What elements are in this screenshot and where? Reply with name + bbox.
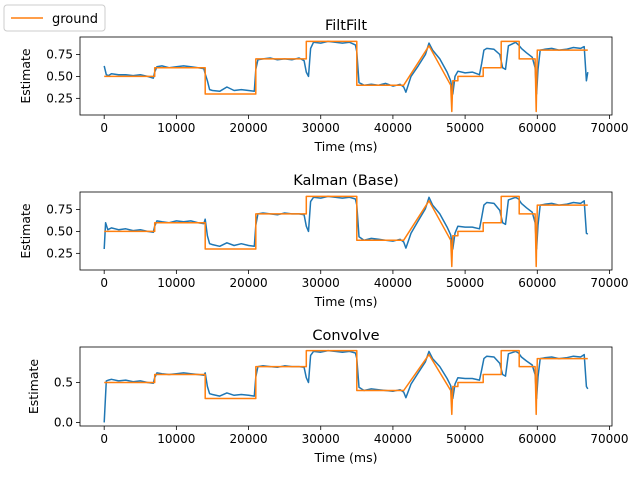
x-axis-label: Time (ms) [313,450,377,465]
y-axis-label: Estimate [26,359,41,415]
axes-frame [79,346,613,427]
x-tick-label: 20000 [229,276,267,290]
series-estimate-line [103,195,589,250]
x-tick-label: 40000 [374,276,412,290]
x-tick-label: 20000 [229,121,267,135]
x-tick-label: 60000 [518,432,556,446]
x-tick-label: 30000 [302,121,340,135]
x-tick-label: 50000 [446,276,484,290]
x-tick-label: 50000 [446,432,484,446]
plot-area [80,37,612,115]
chart-title: FiltFilt [325,18,367,34]
chart-panel-convolve: 0 10000 20000 30000 40000 50000 60000 70000 0.0 0… [26,328,629,465]
y-tick-label: 0.50 [46,224,73,238]
x-tick-label: 30000 [302,276,340,290]
legend-frame [3,4,106,32]
x-tick-label: 70000 [590,276,628,290]
series-ground-line [104,349,588,416]
chart-title: Convolve [312,328,379,344]
x-tick-label: 0 [100,432,108,446]
y-tick-label: 0.75 [46,203,73,217]
axes-frame [79,191,613,271]
plot-area [80,192,612,270]
x-tick-label: 10000 [157,432,195,446]
x-tick-label: 60000 [518,121,556,135]
y-tick-label: 0.50 [46,69,73,83]
x-tick-label: 0 [100,276,108,290]
y-tick-label: 0.75 [46,48,73,62]
x-axis-label: Time (ms) [313,294,377,309]
chart-title: Kalman (Base) [293,173,399,189]
plot-area [80,347,612,426]
y-axis-label: Estimate [18,203,33,259]
legend-label-ground: ground [52,12,98,27]
y-tick-label: 0.25 [46,91,73,105]
x-tick-label: 0 [100,121,108,135]
y-tick-label: 0.25 [46,246,73,260]
series-ground-line [104,195,588,268]
y-tick-label: 0.5 [54,376,73,390]
x-tick-label: 50000 [446,121,484,135]
x-tick-label: 70000 [590,121,628,135]
chart-panel-kalman: 0 10000 20000 30000 40000 50000 60000 70000 0.25… [18,173,629,309]
series-ground-line [104,40,588,113]
x-axis-label: Time (ms) [313,139,377,154]
x-tick-label: 40000 [374,121,412,135]
legend: ground [3,4,106,32]
chart-panel-filtfilt: 0 10000 20000 30000 40000 50000 60000 70000 0.25… [18,18,629,154]
axes-frame [79,36,613,116]
x-tick-label: 10000 [157,121,195,135]
x-tick-label: 40000 [374,432,412,446]
x-tick-label: 20000 [229,432,267,446]
x-tick-label: 60000 [518,276,556,290]
y-tick-label: 0.0 [54,415,73,429]
x-tick-label: 30000 [302,432,340,446]
x-tick-label: 70000 [590,432,628,446]
y-axis-label: Estimate [18,48,33,104]
x-tick-label: 10000 [157,276,195,290]
